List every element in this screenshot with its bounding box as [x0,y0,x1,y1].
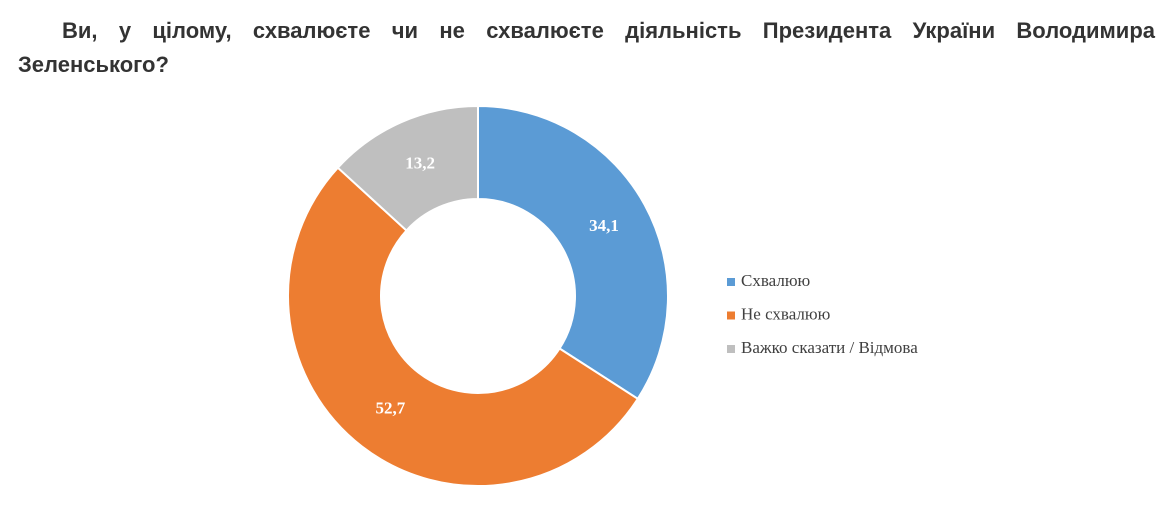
legend-swatch [727,278,735,286]
legend-label: Схвалюю [741,271,811,290]
chart-title: Ви, у цілому, схвалюєте чи не схвалюєте … [18,18,1155,77]
donut-segment [477,104,669,401]
data-label: 52,7 [376,399,406,418]
donut-segment [336,104,479,232]
legend-swatch [727,311,735,320]
legend-swatch [727,345,735,353]
data-label: 13,2 [405,154,435,173]
legend-label: Не схвалюю [741,304,831,323]
donut-segment [287,166,640,487]
data-label: 34,1 [589,216,619,235]
legend-label: Важко сказати / Відмова [741,338,918,357]
